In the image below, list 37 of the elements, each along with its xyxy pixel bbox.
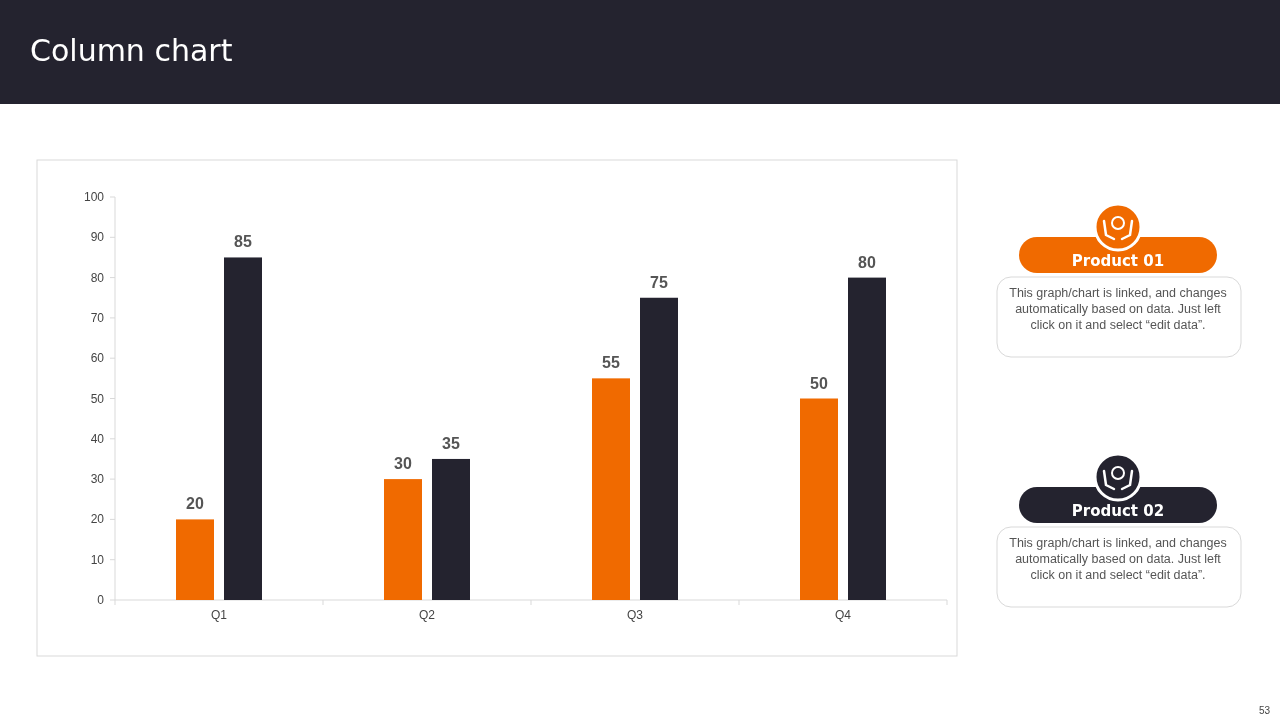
text: This graph/chart is linked, and changes automatically based on data. Just left click on it and select “edit data”. (1009, 286, 1227, 332)
data-label: 75 (650, 273, 668, 291)
text: This graph/chart is linked, and changes automatically based on data. Just left click on it and select “edit data”. (1009, 536, 1227, 582)
text: 53 (1258, 705, 1271, 716)
y-tick-label: 20 (90, 512, 105, 527)
bar (800, 398, 838, 600)
bar (640, 297, 678, 600)
data-label: 80 (858, 253, 876, 271)
y-tick-label: 10 (90, 552, 105, 567)
y-tick-label: 40 (90, 431, 105, 446)
data-label: 30 (394, 455, 412, 473)
data-label: 20 (186, 495, 204, 513)
data-label: 50 (810, 374, 828, 392)
bar (384, 479, 422, 600)
y-tick-label: 50 (90, 391, 105, 406)
text: Product 01 (1071, 252, 1165, 270)
y-tick-label: 80 (90, 270, 105, 285)
y-tick-label: 90 (90, 230, 105, 245)
bar (848, 277, 886, 600)
x-tick-label: Q1 (210, 608, 228, 622)
data-label: 85 (234, 233, 252, 251)
data-label: 55 (602, 354, 620, 372)
y-tick-label: 70 (90, 310, 105, 325)
y-tick-label: 60 (90, 351, 105, 366)
bar (176, 519, 214, 600)
x-tick-label: Q4 (834, 608, 852, 622)
x-tick-label: Q3 (626, 608, 644, 622)
chart-title: Column chart (30, 33, 233, 68)
y-tick-label: 30 (90, 472, 105, 487)
bar (224, 257, 262, 600)
y-tick-label: 100 (83, 190, 105, 204)
bar (592, 378, 630, 600)
text: Product 02 (1071, 502, 1165, 520)
data-label: 35 (442, 434, 460, 452)
x-tick-label: Q2 (418, 608, 436, 622)
bar (432, 458, 470, 600)
y-tick-label: 0 (97, 593, 105, 607)
